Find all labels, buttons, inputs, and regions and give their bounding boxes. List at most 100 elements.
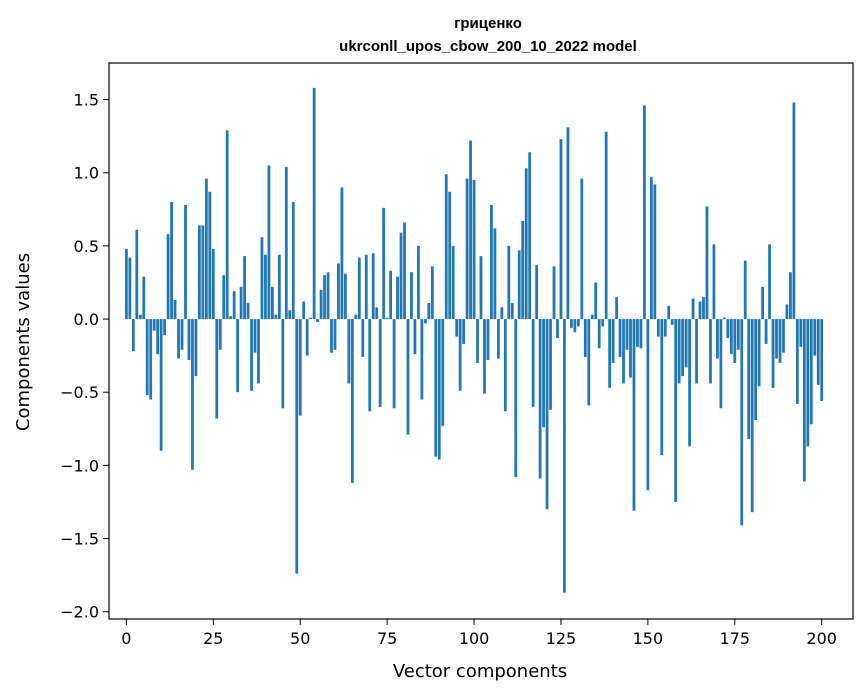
bar <box>271 286 274 320</box>
bar <box>695 319 698 384</box>
bar <box>649 177 653 320</box>
bar <box>264 254 267 320</box>
bar <box>423 319 427 324</box>
bar <box>618 319 622 358</box>
chart-title-line1: гриценко <box>454 15 522 32</box>
bar <box>309 317 313 320</box>
bar <box>750 319 754 513</box>
bar <box>163 319 167 336</box>
bar <box>688 319 691 447</box>
bar <box>399 232 403 320</box>
bar <box>636 319 639 347</box>
bar <box>180 319 184 350</box>
bar <box>761 286 764 320</box>
bar <box>295 319 299 574</box>
bar <box>201 225 205 320</box>
y-tick-label: −1.0 <box>60 456 99 475</box>
bar <box>538 319 542 479</box>
bar <box>274 314 278 320</box>
bar <box>312 87 316 320</box>
x-axis-ticks: 0 25 50 75 100 125 150 175 200 <box>121 619 837 648</box>
bar <box>444 174 448 320</box>
bar <box>149 319 153 400</box>
x-tick-label: 25 <box>203 629 223 648</box>
bar <box>229 316 233 320</box>
bar <box>712 244 716 320</box>
bar <box>406 319 410 435</box>
bar <box>517 250 521 320</box>
bar <box>524 168 528 320</box>
y-axis-label: Components values <box>13 253 34 431</box>
bar <box>337 263 340 320</box>
bar <box>232 291 236 320</box>
bar <box>145 319 149 396</box>
bar <box>302 301 306 320</box>
bar <box>531 319 535 407</box>
bar <box>809 319 813 425</box>
bar <box>583 319 587 358</box>
bar <box>243 256 246 320</box>
bar <box>319 289 323 320</box>
bar <box>660 319 664 456</box>
bar <box>152 319 156 331</box>
bar <box>448 191 452 320</box>
bar <box>677 319 681 384</box>
bar <box>691 298 695 320</box>
bar <box>500 307 504 320</box>
bar <box>729 319 733 355</box>
bar <box>778 319 782 363</box>
bar <box>559 139 563 320</box>
bar <box>747 319 751 440</box>
bar <box>768 244 771 320</box>
bar <box>510 302 514 320</box>
bar <box>204 178 208 320</box>
bar <box>716 319 719 359</box>
bar <box>277 254 281 320</box>
bar <box>298 319 302 416</box>
bar <box>674 319 678 502</box>
bar <box>222 275 226 320</box>
bar <box>486 319 490 361</box>
bar <box>802 319 806 482</box>
bar <box>733 319 737 363</box>
bar <box>507 245 511 320</box>
bar <box>458 319 462 391</box>
bar <box>469 140 472 320</box>
bar <box>430 266 434 320</box>
bar <box>368 319 372 412</box>
bar <box>257 319 260 384</box>
bar <box>632 319 636 511</box>
y-tick-label: 0.5 <box>74 237 99 256</box>
bar <box>291 202 295 320</box>
bar <box>698 301 702 320</box>
bar <box>316 319 319 322</box>
bar <box>608 319 612 388</box>
bar <box>142 276 146 320</box>
bar <box>451 245 455 320</box>
bar <box>493 228 497 320</box>
bar <box>597 319 601 349</box>
bar <box>726 319 730 339</box>
x-tick-label: 50 <box>290 629 310 648</box>
bar <box>705 206 709 320</box>
bar <box>503 319 507 412</box>
x-tick-label: 100 <box>459 629 490 648</box>
bar <box>371 253 375 320</box>
bar <box>124 248 128 320</box>
bar <box>813 319 817 356</box>
bar <box>410 272 413 320</box>
bar <box>684 319 688 368</box>
bar <box>476 319 479 363</box>
bar <box>218 319 222 350</box>
bar <box>184 204 187 320</box>
bar <box>159 319 163 451</box>
bar <box>187 319 191 361</box>
bar <box>580 178 584 320</box>
bar <box>305 319 309 356</box>
bar <box>323 275 326 320</box>
bar <box>246 302 250 320</box>
bar <box>389 270 392 320</box>
plot-frame <box>108 62 854 620</box>
bar <box>434 319 438 457</box>
